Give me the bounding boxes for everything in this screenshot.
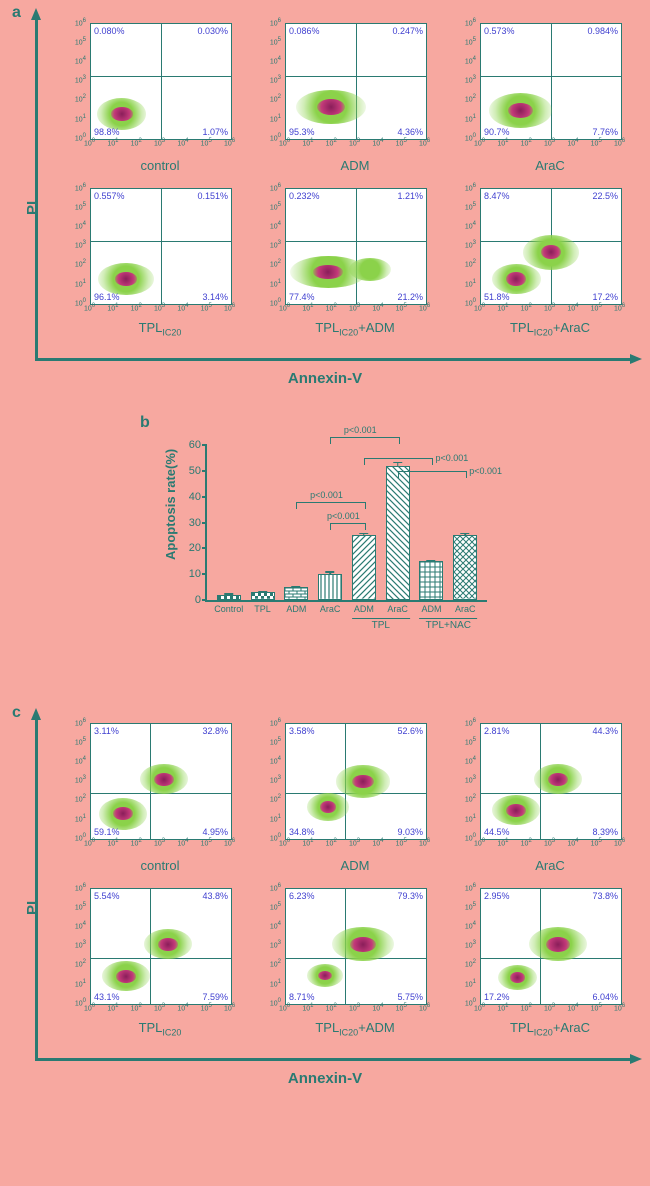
plot-caption: AraC bbox=[480, 158, 620, 173]
panel-c-y-axis: PI bbox=[24, 901, 41, 915]
cytometry-plot: 1001011021031041051063.58%52.6%34.8%9.03… bbox=[260, 718, 430, 873]
bar bbox=[318, 574, 342, 600]
bar bbox=[217, 595, 241, 600]
bar bbox=[352, 535, 376, 600]
bar-label: TPL bbox=[254, 604, 271, 614]
panel-a-x-axis: Annexin-V bbox=[0, 370, 650, 387]
plot-caption: TPLIC20+ADM bbox=[285, 1020, 425, 1038]
significance-label: p<0.001 bbox=[310, 490, 343, 500]
plot-caption: ADM bbox=[285, 858, 425, 873]
plot-caption: TPLIC20 bbox=[90, 1020, 230, 1038]
cytometry-plot: 1001011021031041051065.54%43.8%43.1%7.59… bbox=[65, 883, 235, 1038]
plot-caption: ADM bbox=[285, 158, 425, 173]
bar bbox=[419, 561, 443, 600]
plot-caption: control bbox=[90, 858, 230, 873]
plot-caption: control bbox=[90, 158, 230, 173]
significance-label: p<0.001 bbox=[344, 425, 377, 435]
bar-label: ADM bbox=[286, 604, 306, 614]
cytometry-plot: 1001011021031041051062.81%44.3%44.5%8.39… bbox=[455, 718, 625, 873]
bar-chart: Apoptosis rate(%) 0102030405060ControlTP… bbox=[155, 410, 495, 650]
cytometry-plot: 1001011021031041051060.557%0.151%96.1%3.… bbox=[65, 183, 235, 338]
bar-label: AraC bbox=[320, 604, 341, 614]
bar-chart-y-axis: Apoptosis rate(%) bbox=[163, 449, 178, 560]
bar bbox=[386, 466, 410, 600]
significance-label: p<0.001 bbox=[435, 453, 468, 463]
cytometry-plot: 1001011021031041051060.573%0.984%90.7%7.… bbox=[455, 18, 625, 173]
bar-group-label: TPL bbox=[352, 618, 410, 631]
bar-group-label: TPL+NAC bbox=[419, 618, 477, 631]
plot-caption: TPLIC20+AraC bbox=[480, 1020, 620, 1038]
bar-label: ADM bbox=[421, 604, 441, 614]
cytometry-plot: 1001011021031041051063.11%32.8%59.1%4.95… bbox=[65, 718, 235, 873]
plot-caption: TPLIC20+AraC bbox=[480, 320, 620, 338]
cytometry-plot: 1001011021031041051066.23%79.3%8.71%5.75… bbox=[260, 883, 430, 1038]
bar-label: AraC bbox=[455, 604, 476, 614]
panel-c-label: c bbox=[12, 704, 21, 722]
plot-caption: TPLIC20+ADM bbox=[285, 320, 425, 338]
panel-a-label: a bbox=[12, 4, 21, 22]
cytometry-plot: 1001011021031041051062.95%73.8%17.2%6.04… bbox=[455, 883, 625, 1038]
bar bbox=[453, 535, 477, 600]
panel-a-y-axis: PI bbox=[24, 201, 41, 215]
bar bbox=[284, 587, 308, 600]
bar-label: AraC bbox=[387, 604, 408, 614]
bar-label: Control bbox=[214, 604, 243, 614]
significance-label: p<0.001 bbox=[327, 511, 360, 521]
significance-label: p<0.001 bbox=[469, 466, 502, 476]
bar-label: ADM bbox=[354, 604, 374, 614]
panel-c-x-axis: Annexin-V bbox=[0, 1070, 650, 1087]
plot-caption: AraC bbox=[480, 858, 620, 873]
cytometry-plot: 1001011021031041051068.47%22.5%51.8%17.2… bbox=[455, 183, 625, 338]
panel-b-label: b bbox=[140, 414, 150, 432]
bar bbox=[251, 592, 275, 600]
cytometry-plot: 1001011021031041051060.080%0.030%98.8%1.… bbox=[65, 18, 235, 173]
cytometry-plot: 1001011021031041051060.086%0.247%95.3%4.… bbox=[260, 18, 430, 173]
plot-caption: TPLIC20 bbox=[90, 320, 230, 338]
cytometry-plot: 1001011021031041051060.232%1.21%77.4%21.… bbox=[260, 183, 430, 338]
